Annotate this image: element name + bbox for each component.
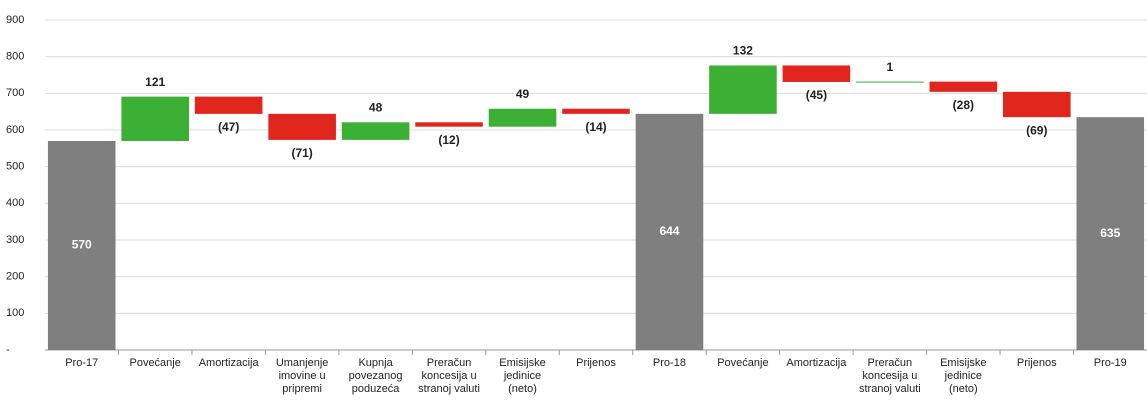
bar bbox=[121, 96, 189, 141]
x-tick-label: Pro-19 bbox=[1093, 357, 1127, 369]
value-label: 132 bbox=[733, 44, 753, 58]
bar bbox=[194, 96, 263, 114]
x-tick-label: Povećanje bbox=[717, 357, 769, 369]
y-tick-label: 600 bbox=[6, 124, 24, 136]
value-label: (14) bbox=[585, 120, 606, 134]
x-tick-label: Prijenos bbox=[576, 357, 616, 369]
x-tick-label: Umanjenje imovine u pripremi bbox=[275, 357, 329, 395]
y-tick-label: 700 bbox=[6, 87, 24, 99]
bar bbox=[1076, 117, 1145, 351]
value-label: 121 bbox=[145, 75, 165, 89]
bar bbox=[856, 81, 924, 83]
x-tick-label: Amortizacija bbox=[786, 357, 847, 369]
x-tick-label: Prijenos bbox=[1016, 357, 1057, 369]
value-label: (28) bbox=[953, 98, 974, 112]
x-tick-label: Preračun koncesija u stranoj valuti bbox=[858, 357, 921, 395]
y-tick-label: 900 bbox=[6, 14, 24, 26]
value-label: (47) bbox=[218, 120, 239, 134]
value-label: 635 bbox=[1100, 226, 1120, 240]
y-tick-label: 300 bbox=[6, 234, 24, 246]
bar bbox=[488, 108, 557, 127]
value-label: 48 bbox=[369, 100, 383, 114]
x-tick-label: Povećanje bbox=[129, 357, 181, 369]
x-tick-label: Preračun koncesija u stranoj valuti bbox=[418, 357, 480, 395]
bar bbox=[268, 113, 336, 140]
value-label: (45) bbox=[806, 88, 827, 102]
value-label: 644 bbox=[659, 224, 679, 238]
bar bbox=[562, 108, 630, 114]
value-label: (12) bbox=[438, 133, 459, 147]
y-tick-label: - bbox=[6, 344, 10, 356]
y-tick-label: 200 bbox=[6, 271, 24, 283]
bar bbox=[635, 113, 704, 350]
bar bbox=[709, 65, 777, 114]
y-tick-label: 100 bbox=[6, 307, 24, 319]
value-label: 49 bbox=[516, 87, 530, 101]
bar bbox=[341, 122, 410, 140]
value-label: (71) bbox=[291, 146, 312, 160]
bar bbox=[782, 65, 851, 82]
bar bbox=[929, 81, 998, 92]
value-label: 1 bbox=[887, 60, 894, 74]
value-label: 570 bbox=[72, 238, 92, 252]
x-tick-label: Pro-18 bbox=[652, 357, 686, 369]
bar bbox=[415, 122, 483, 127]
y-tick-label: 500 bbox=[6, 161, 24, 173]
y-tick-label: 400 bbox=[6, 197, 24, 209]
y-tick-label: 800 bbox=[6, 51, 24, 63]
bar bbox=[1003, 91, 1071, 118]
value-label: (69) bbox=[1026, 123, 1047, 137]
x-tick-label: Emisijske jedinice (neto) bbox=[499, 357, 546, 395]
x-tick-label: Kupnja povezanog poduzeća bbox=[348, 357, 403, 395]
x-tick-label: Amortizacija bbox=[198, 357, 259, 369]
bar bbox=[47, 141, 116, 350]
x-tick-label: Pro-17 bbox=[65, 357, 99, 369]
x-tick-label: Emisijske jedinice (neto) bbox=[940, 357, 987, 395]
